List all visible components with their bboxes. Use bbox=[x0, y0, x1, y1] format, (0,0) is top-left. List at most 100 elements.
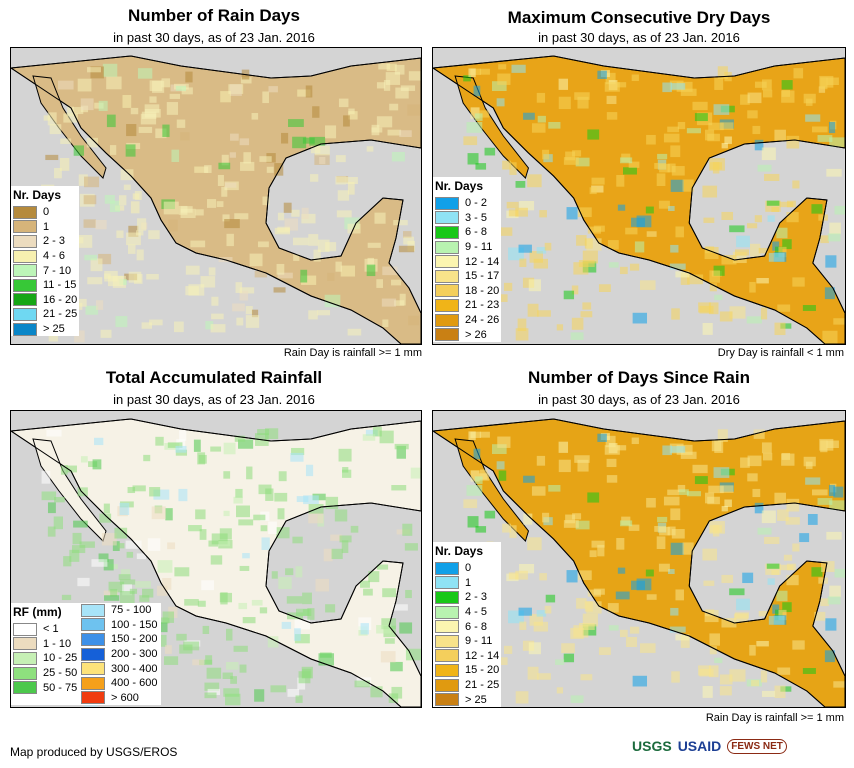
map-cell bbox=[827, 596, 841, 605]
map-cell bbox=[792, 640, 805, 650]
map-cell bbox=[366, 264, 376, 277]
map-cell bbox=[703, 580, 715, 586]
legend-swatch bbox=[13, 637, 37, 651]
legend-swatch bbox=[435, 561, 459, 575]
map-cell bbox=[315, 578, 330, 592]
legend-swatch bbox=[13, 278, 37, 292]
map-cell bbox=[825, 255, 837, 268]
map-cell bbox=[41, 470, 51, 484]
legend-item: 6 - 8 bbox=[433, 619, 501, 634]
map-cell bbox=[515, 328, 529, 341]
map-cell bbox=[463, 499, 478, 509]
map-cell bbox=[290, 452, 304, 462]
map-cell bbox=[335, 261, 342, 272]
map-cell bbox=[399, 622, 413, 634]
legend-label: 150 - 200 bbox=[111, 633, 158, 646]
map-cell bbox=[821, 561, 835, 572]
map-cell bbox=[670, 244, 679, 253]
map-cell bbox=[515, 570, 528, 580]
legend-swatch bbox=[435, 225, 459, 239]
map-cell bbox=[764, 173, 780, 181]
map-cell bbox=[222, 214, 230, 222]
map-cell bbox=[374, 212, 386, 224]
map-cell bbox=[47, 502, 56, 514]
map-cell bbox=[83, 195, 97, 205]
map-cell bbox=[709, 633, 720, 646]
map-cell bbox=[119, 579, 136, 585]
map-cell bbox=[350, 525, 359, 533]
map-cell bbox=[509, 525, 517, 538]
map-cell bbox=[384, 638, 395, 644]
map-cell bbox=[803, 456, 816, 467]
map-cell bbox=[221, 154, 229, 166]
map-cell bbox=[127, 486, 136, 494]
map-cell bbox=[654, 162, 667, 169]
map-cell bbox=[669, 626, 686, 633]
map-cell bbox=[802, 668, 816, 674]
map-cell bbox=[522, 277, 535, 288]
map-cell bbox=[308, 512, 324, 524]
map-cell bbox=[834, 568, 845, 578]
map-cell bbox=[640, 280, 656, 290]
panel-subtitle: in past 30 days, as of 23 Jan. 2016 bbox=[538, 392, 740, 407]
legend-item: 4 - 6 bbox=[11, 249, 79, 264]
legend-swatch bbox=[81, 662, 105, 676]
map-cell bbox=[395, 87, 409, 99]
map-cell bbox=[274, 227, 290, 235]
map-cell bbox=[226, 233, 234, 247]
map-cell bbox=[463, 75, 471, 82]
map-cell bbox=[558, 96, 571, 110]
map-cell bbox=[574, 455, 590, 463]
map-cell bbox=[149, 319, 163, 326]
map-cell bbox=[135, 230, 144, 236]
map-cell bbox=[98, 253, 112, 265]
map-cell bbox=[675, 634, 690, 641]
usgs-logo: USGS bbox=[632, 738, 672, 754]
map-cell bbox=[709, 521, 725, 534]
map-cell bbox=[500, 657, 508, 665]
map-cell bbox=[616, 537, 625, 550]
partner-logos: USGS USAID FEWS NET bbox=[632, 738, 787, 754]
map-cell bbox=[309, 136, 326, 146]
map-cell bbox=[114, 527, 128, 539]
map-cell bbox=[46, 429, 62, 437]
map-cell bbox=[325, 604, 336, 613]
map-cell bbox=[470, 470, 480, 482]
map-cell bbox=[656, 173, 666, 187]
panel-subtitle: in past 30 days, as of 23 Jan. 2016 bbox=[538, 30, 740, 45]
map-cell bbox=[634, 241, 645, 253]
legend-swatch bbox=[435, 634, 459, 648]
map-cell bbox=[266, 166, 274, 173]
map-cell bbox=[276, 527, 290, 539]
map-cell bbox=[259, 607, 268, 614]
legend-title: Nr. Days bbox=[435, 179, 484, 193]
legend-item: 18 - 20 bbox=[433, 284, 501, 299]
map-cell bbox=[335, 155, 346, 163]
map-cell bbox=[663, 133, 680, 143]
legend-swatch bbox=[435, 693, 459, 707]
map-cell bbox=[518, 244, 532, 253]
map-cell bbox=[720, 485, 734, 493]
map-cell bbox=[211, 533, 228, 545]
map-cell bbox=[153, 489, 170, 500]
map-cell bbox=[667, 489, 680, 496]
map-cell bbox=[230, 676, 237, 684]
map-cell bbox=[479, 68, 490, 75]
map-cell bbox=[497, 436, 511, 448]
map-cell bbox=[370, 686, 383, 698]
map-cell bbox=[271, 571, 278, 579]
map-cell bbox=[95, 219, 107, 230]
legend-swatch bbox=[13, 651, 37, 665]
map-cell bbox=[220, 91, 231, 103]
legend-label: 200 - 300 bbox=[111, 648, 158, 661]
map-cell bbox=[605, 435, 616, 448]
map-cell bbox=[771, 569, 780, 575]
map-cell bbox=[43, 115, 51, 121]
legend-item: 3 - 5 bbox=[433, 211, 501, 226]
legend-item: > 600 bbox=[79, 691, 161, 706]
legend-label: 7 - 10 bbox=[43, 264, 72, 277]
map-cell bbox=[54, 496, 65, 503]
map-cell bbox=[110, 588, 118, 597]
map-cell bbox=[565, 514, 576, 524]
map-cell bbox=[100, 329, 112, 338]
